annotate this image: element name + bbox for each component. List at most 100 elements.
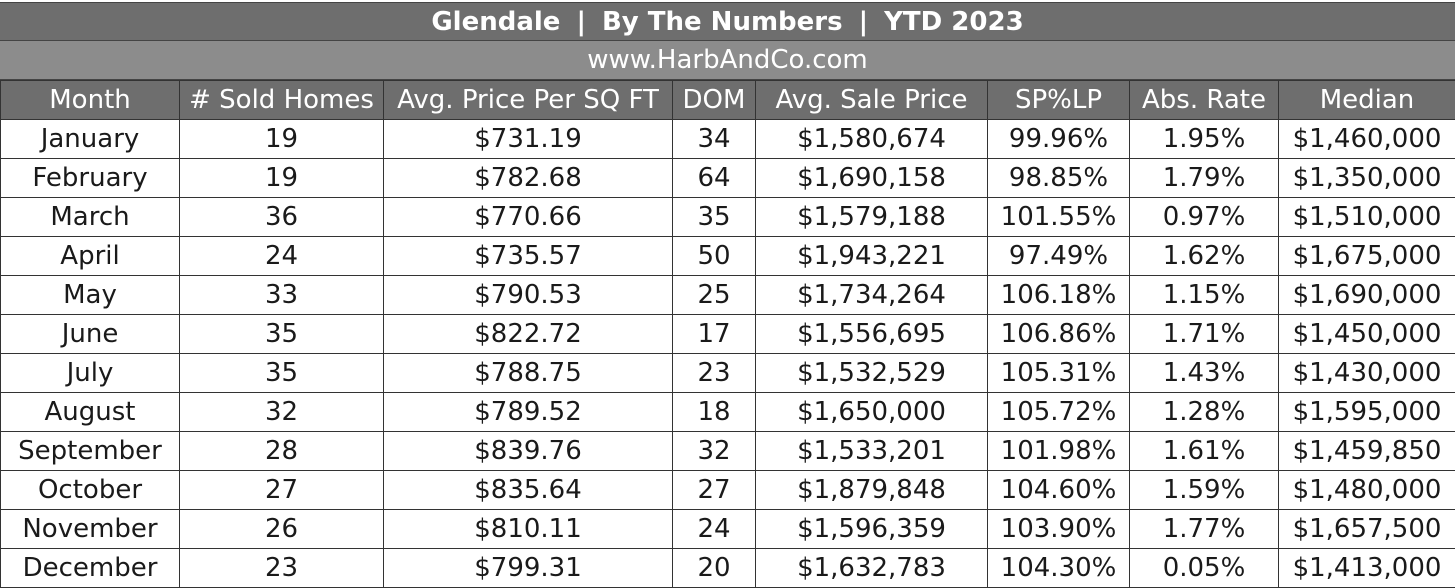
- month-cell[interactable]: January: [1, 120, 180, 159]
- sp-lp-cell[interactable]: 99.96%: [988, 120, 1130, 159]
- dom-cell[interactable]: 20: [673, 549, 756, 588]
- sp-lp-cell[interactable]: 97.49%: [988, 237, 1130, 276]
- abs-rate-cell[interactable]: 1.95%: [1130, 120, 1279, 159]
- price-per-sqft-cell[interactable]: $810.11: [384, 510, 673, 549]
- dom-cell[interactable]: 32: [673, 432, 756, 471]
- median-cell[interactable]: $1,460,000: [1279, 120, 1455, 159]
- sp-lp-cell[interactable]: 98.85%: [988, 159, 1130, 198]
- sold-homes-cell[interactable]: 35: [180, 315, 384, 354]
- month-cell[interactable]: September: [1, 432, 180, 471]
- abs-rate-cell[interactable]: 1.59%: [1130, 471, 1279, 510]
- avg-sale-price-cell[interactable]: $1,596,359: [756, 510, 988, 549]
- abs-rate-cell[interactable]: 1.62%: [1130, 237, 1279, 276]
- median-cell[interactable]: $1,510,000: [1279, 198, 1455, 237]
- month-cell[interactable]: October: [1, 471, 180, 510]
- dom-cell[interactable]: 24: [673, 510, 756, 549]
- sp-lp-cell[interactable]: 101.98%: [988, 432, 1130, 471]
- month-cell[interactable]: August: [1, 393, 180, 432]
- sp-lp-cell[interactable]: 104.60%: [988, 471, 1130, 510]
- abs-rate-cell[interactable]: 1.28%: [1130, 393, 1279, 432]
- sp-lp-cell[interactable]: 106.18%: [988, 276, 1130, 315]
- dom-cell[interactable]: 17: [673, 315, 756, 354]
- dom-cell[interactable]: 34: [673, 120, 756, 159]
- month-cell[interactable]: December: [1, 549, 180, 588]
- avg-sale-price-cell[interactable]: $1,632,783: [756, 549, 988, 588]
- sold-homes-cell[interactable]: 19: [180, 120, 384, 159]
- sold-homes-cell[interactable]: 33: [180, 276, 384, 315]
- avg-sale-price-cell[interactable]: $1,533,201: [756, 432, 988, 471]
- price-per-sqft-cell[interactable]: $735.57: [384, 237, 673, 276]
- abs-rate-cell[interactable]: 1.79%: [1130, 159, 1279, 198]
- column-header-price-per-sqft[interactable]: Avg. Price Per SQ FT: [384, 81, 673, 120]
- abs-rate-cell[interactable]: 1.43%: [1130, 354, 1279, 393]
- price-per-sqft-cell[interactable]: $799.31: [384, 549, 673, 588]
- price-per-sqft-cell[interactable]: $788.75: [384, 354, 673, 393]
- median-cell[interactable]: $1,595,000: [1279, 393, 1455, 432]
- avg-sale-price-cell[interactable]: $1,532,529: [756, 354, 988, 393]
- median-cell[interactable]: $1,690,000: [1279, 276, 1455, 315]
- sp-lp-cell[interactable]: 105.72%: [988, 393, 1130, 432]
- dom-cell[interactable]: 23: [673, 354, 756, 393]
- sp-lp-cell[interactable]: 105.31%: [988, 354, 1130, 393]
- median-cell[interactable]: $1,450,000: [1279, 315, 1455, 354]
- sold-homes-cell[interactable]: 32: [180, 393, 384, 432]
- sold-homes-cell[interactable]: 36: [180, 198, 384, 237]
- avg-sale-price-cell[interactable]: $1,879,848: [756, 471, 988, 510]
- avg-sale-price-cell[interactable]: $1,650,000: [756, 393, 988, 432]
- median-cell[interactable]: $1,413,000: [1279, 549, 1455, 588]
- sold-homes-cell[interactable]: 26: [180, 510, 384, 549]
- dom-cell[interactable]: 25: [673, 276, 756, 315]
- month-cell[interactable]: July: [1, 354, 180, 393]
- avg-sale-price-cell[interactable]: $1,943,221: [756, 237, 988, 276]
- price-per-sqft-cell[interactable]: $731.19: [384, 120, 673, 159]
- abs-rate-cell[interactable]: 1.71%: [1130, 315, 1279, 354]
- median-cell[interactable]: $1,657,500: [1279, 510, 1455, 549]
- price-per-sqft-cell[interactable]: $770.66: [384, 198, 673, 237]
- median-cell[interactable]: $1,430,000: [1279, 354, 1455, 393]
- month-cell[interactable]: April: [1, 237, 180, 276]
- median-cell[interactable]: $1,459,850: [1279, 432, 1455, 471]
- dom-cell[interactable]: 27: [673, 471, 756, 510]
- avg-sale-price-cell[interactable]: $1,690,158: [756, 159, 988, 198]
- price-per-sqft-cell[interactable]: $790.53: [384, 276, 673, 315]
- avg-sale-price-cell[interactable]: $1,580,674: [756, 120, 988, 159]
- avg-sale-price-cell[interactable]: $1,556,695: [756, 315, 988, 354]
- column-header-sp-lp[interactable]: SP%LP: [988, 81, 1130, 120]
- median-cell[interactable]: $1,480,000: [1279, 471, 1455, 510]
- price-per-sqft-cell[interactable]: $835.64: [384, 471, 673, 510]
- column-header-month[interactable]: Month: [1, 81, 180, 120]
- price-per-sqft-cell[interactable]: $782.68: [384, 159, 673, 198]
- abs-rate-cell[interactable]: 0.97%: [1130, 198, 1279, 237]
- abs-rate-cell[interactable]: 1.61%: [1130, 432, 1279, 471]
- column-header-avg-sale-price[interactable]: Avg. Sale Price: [756, 81, 988, 120]
- dom-cell[interactable]: 64: [673, 159, 756, 198]
- dom-cell[interactable]: 35: [673, 198, 756, 237]
- price-per-sqft-cell[interactable]: $839.76: [384, 432, 673, 471]
- sp-lp-cell[interactable]: 103.90%: [988, 510, 1130, 549]
- sold-homes-cell[interactable]: 28: [180, 432, 384, 471]
- abs-rate-cell[interactable]: 1.77%: [1130, 510, 1279, 549]
- price-per-sqft-cell[interactable]: $822.72: [384, 315, 673, 354]
- abs-rate-cell[interactable]: 1.15%: [1130, 276, 1279, 315]
- sp-lp-cell[interactable]: 106.86%: [988, 315, 1130, 354]
- sp-lp-cell[interactable]: 104.30%: [988, 549, 1130, 588]
- sp-lp-cell[interactable]: 101.55%: [988, 198, 1130, 237]
- column-header-dom[interactable]: DOM: [673, 81, 756, 120]
- month-cell[interactable]: February: [1, 159, 180, 198]
- month-cell[interactable]: November: [1, 510, 180, 549]
- abs-rate-cell[interactable]: 0.05%: [1130, 549, 1279, 588]
- column-header-median[interactable]: Median: [1279, 81, 1455, 120]
- median-cell[interactable]: $1,350,000: [1279, 159, 1455, 198]
- column-header-abs-rate[interactable]: Abs. Rate: [1130, 81, 1279, 120]
- price-per-sqft-cell[interactable]: $789.52: [384, 393, 673, 432]
- sold-homes-cell[interactable]: 35: [180, 354, 384, 393]
- sold-homes-cell[interactable]: 24: [180, 237, 384, 276]
- sold-homes-cell[interactable]: 19: [180, 159, 384, 198]
- avg-sale-price-cell[interactable]: $1,579,188: [756, 198, 988, 237]
- sold-homes-cell[interactable]: 27: [180, 471, 384, 510]
- month-cell[interactable]: May: [1, 276, 180, 315]
- month-cell[interactable]: March: [1, 198, 180, 237]
- column-header-sold-homes[interactable]: # Sold Homes: [180, 81, 384, 120]
- month-cell[interactable]: June: [1, 315, 180, 354]
- dom-cell[interactable]: 50: [673, 237, 756, 276]
